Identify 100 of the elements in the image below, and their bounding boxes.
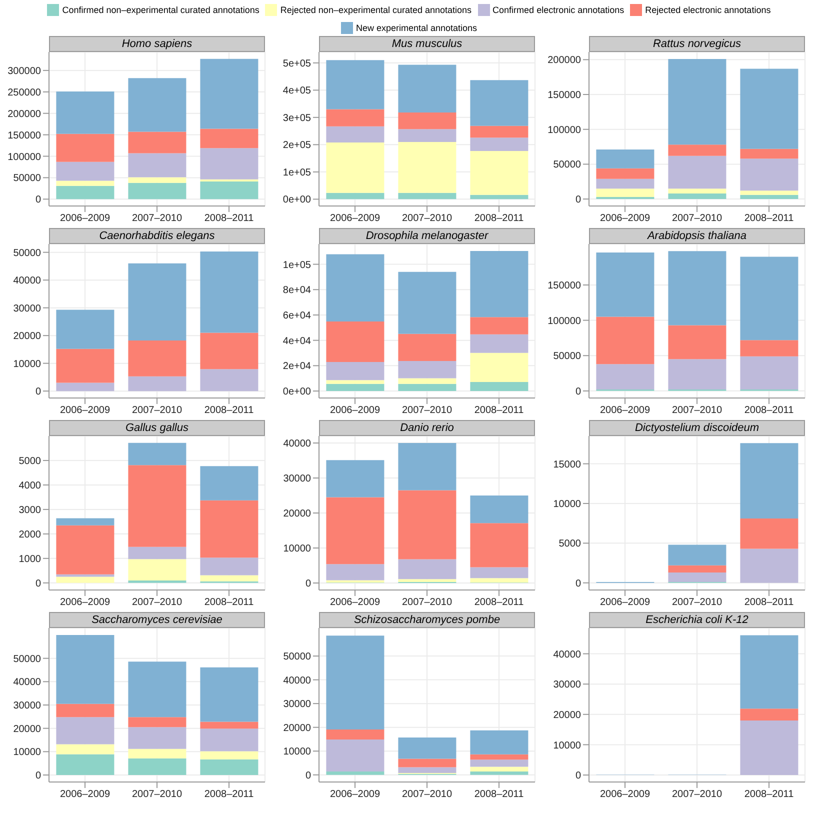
bar: [128, 727, 186, 749]
y-tick-label: 2e+05: [282, 140, 312, 152]
bar: [398, 334, 456, 361]
bar: [326, 321, 384, 362]
bar: [470, 382, 528, 392]
bar: [128, 662, 186, 718]
bar: [56, 162, 114, 181]
x-tick-label: 2006–2009: [60, 213, 110, 224]
y-tick-label: 0: [575, 194, 582, 206]
y-tick-label: 50000: [13, 654, 42, 665]
bar: [398, 443, 456, 490]
y-tick-label: 0: [305, 578, 312, 590]
bar: [470, 317, 528, 334]
bar: [668, 359, 726, 390]
y-tick-label: 40000: [13, 276, 42, 287]
bar: [470, 250, 528, 318]
bar: [668, 156, 726, 189]
bar: [326, 460, 384, 498]
bar: [326, 497, 384, 564]
bar: [740, 256, 798, 340]
y-tick-label: 40000: [553, 649, 582, 660]
bar: [398, 129, 456, 142]
x-tick-label: 2006–2009: [600, 405, 650, 416]
y-tick-label: 0: [575, 578, 582, 590]
bar: [596, 364, 654, 390]
bar: [668, 572, 726, 582]
x-tick-label: 2008–2011: [204, 405, 254, 416]
bar: [326, 60, 384, 110]
x-tick-label: 2006–2009: [60, 405, 110, 416]
x-tick-label: 2007–2010: [132, 597, 182, 608]
bar: [470, 334, 528, 353]
y-tick-label: 5000: [558, 538, 582, 550]
y-tick-label: 150000: [548, 280, 582, 292]
bar: [200, 575, 258, 582]
y-tick-label: 4000: [18, 480, 42, 492]
y-tick-label: 1e+05: [282, 167, 312, 178]
x-tick-label: 2007–2010: [132, 213, 182, 224]
chart-title: Saccharomyces cerevisiae: [49, 612, 265, 628]
bar: [128, 748, 186, 758]
x-tick-label: 2006–2009: [60, 597, 110, 608]
chart-title: Mus musculus: [319, 36, 535, 52]
chart-title: Caenorhabditis elegans: [49, 228, 265, 244]
bar: [200, 58, 258, 129]
bar: [128, 78, 186, 132]
chart-title: Schizosaccharomyces pombe: [319, 612, 535, 628]
bar: [398, 767, 456, 773]
bar: [470, 150, 528, 195]
bar: [56, 180, 114, 186]
bar: [470, 578, 528, 583]
bar: [740, 190, 798, 195]
x-tick-label: 2007–2010: [132, 789, 182, 800]
y-tick-label: 0: [305, 770, 312, 782]
y-tick-label: 0e+00: [282, 386, 312, 398]
x-tick-label: 2006–2009: [330, 213, 380, 224]
bar: [668, 193, 726, 200]
y-tick-label: 40000: [13, 677, 42, 688]
bar: [596, 316, 654, 364]
bar: [128, 153, 186, 178]
x-tick-label: 2006–2009: [60, 789, 110, 800]
y-tick-label: 30000: [13, 700, 42, 712]
x-tick-label: 2008–2011: [744, 213, 794, 224]
y-tick-label: 4e+04: [282, 336, 312, 347]
y-tick-label: 8e+04: [282, 285, 312, 296]
legend-label: Rejected non–experimental curated annotations: [279, 4, 472, 16]
y-tick-label: 0: [575, 386, 582, 398]
y-tick-label: 3000: [18, 505, 42, 516]
bar: [470, 523, 528, 568]
bar: [128, 717, 186, 728]
bar: [128, 546, 186, 560]
y-tick-label: 200000: [8, 108, 42, 120]
y-tick-label: 0: [35, 194, 42, 206]
y-tick-label: 30000: [13, 303, 42, 314]
bar: [326, 729, 384, 740]
bar: [200, 179, 258, 182]
bar: [668, 58, 726, 145]
bar: [56, 704, 114, 718]
y-tick-label: 200000: [548, 55, 582, 66]
bar: [668, 188, 726, 194]
y-tick-label: 4e+05: [282, 86, 312, 97]
bar: [668, 325, 726, 360]
bar: [128, 132, 186, 154]
bar: [470, 754, 528, 760]
y-tick-label: 10000: [13, 358, 42, 370]
y-tick-label: 30000: [283, 474, 312, 485]
bar: [470, 496, 528, 524]
bar: [56, 382, 114, 392]
legend-label: New experimental annotations: [354, 22, 478, 34]
y-tick-label: 100000: [8, 152, 42, 163]
x-tick-label: 2007–2010: [132, 405, 182, 416]
bar: [56, 717, 114, 744]
x-tick-label: 2006–2009: [330, 789, 380, 800]
y-tick-label: 30000: [553, 680, 582, 691]
bar: [200, 369, 258, 392]
y-tick-label: 20000: [13, 331, 42, 342]
chart-title: Arabidopsis thaliana: [589, 228, 805, 244]
legend-label: Confirmed non–experimental curated annotations: [61, 4, 260, 16]
bar: [56, 754, 114, 775]
x-tick-label: 2007–2010: [672, 405, 722, 416]
bar: [668, 565, 726, 573]
bar: [326, 564, 384, 580]
